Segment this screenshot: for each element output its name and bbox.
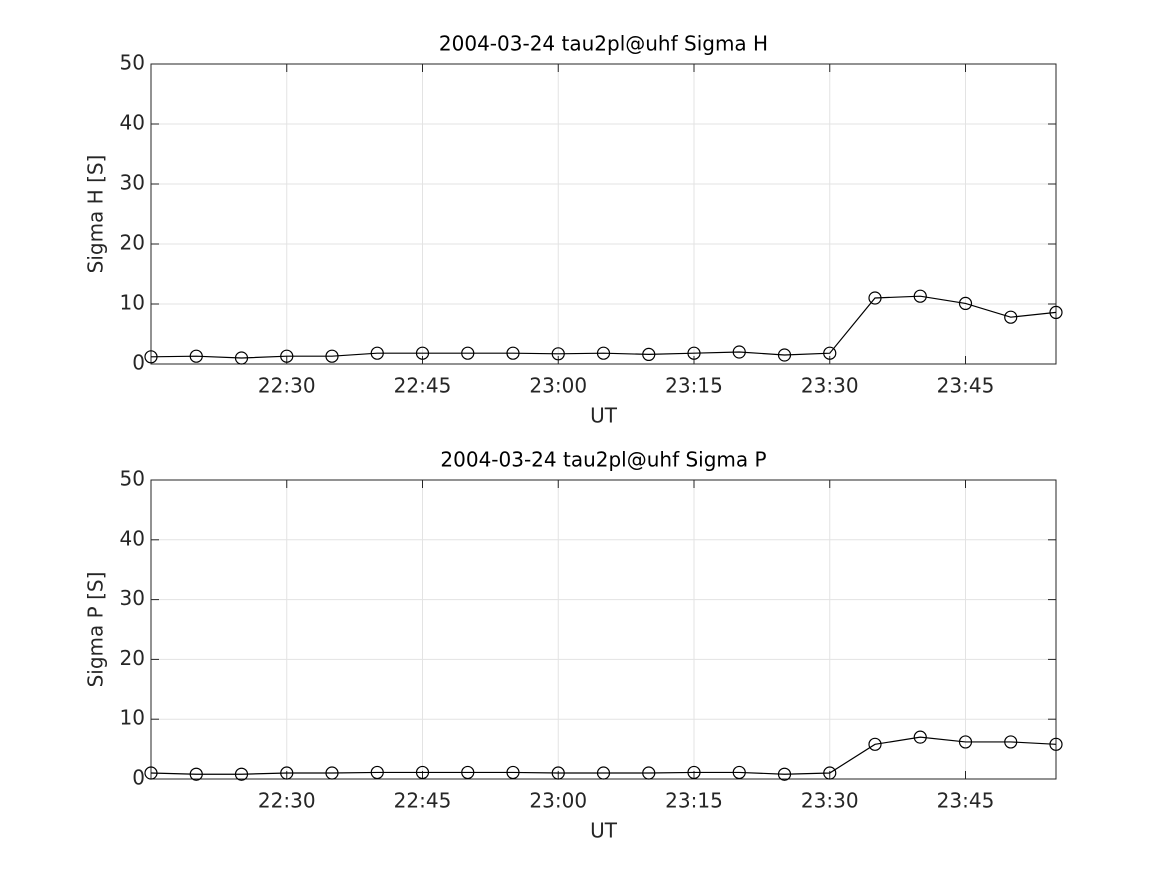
data-point [370,765,384,780]
data-point [868,291,882,305]
data-point [1049,305,1063,319]
x-tick-label: 22:45 [394,789,452,813]
data-point [913,289,927,303]
data-point [280,349,294,363]
x-tick-label: 23:00 [529,374,587,398]
data-point [461,346,475,360]
x-tick-label: 22:45 [394,374,452,398]
data-point [913,730,927,744]
y-tick-label: 20 [120,231,145,255]
data-point [461,765,475,780]
data-point [370,346,384,360]
y-tick-label: 20 [120,646,145,670]
x-tick-label: 22:30 [258,789,316,813]
data-point [1004,310,1018,324]
y-tick-label: 30 [120,171,145,195]
x-tick-label: 23:15 [665,789,723,813]
data-point [596,766,611,780]
plot-area [151,480,1056,779]
data-point [189,767,203,781]
data-point [777,348,792,362]
data-point [234,767,249,781]
data-point [325,349,339,363]
data-point [732,765,746,780]
x-axis-label: UT [590,819,618,843]
data-point [551,766,565,780]
y-axis-label: Sigma H [S] [84,155,108,274]
data-point [958,296,973,310]
y-tick-label: 30 [120,586,145,610]
data-point [1004,735,1018,749]
data-point [144,766,158,780]
data-point [868,737,882,751]
data-point [823,346,837,360]
data-point [325,766,339,780]
y-tick-label: 50 [120,467,145,491]
data-point [280,766,294,780]
y-tick-label: 0 [132,766,145,790]
y-tick-label: 10 [120,291,145,315]
data-point [777,767,792,781]
y-tick-label: 10 [120,706,145,730]
data-point [189,349,203,363]
data-point [144,350,158,364]
y-tick-label: 40 [120,111,145,135]
data-point [958,735,973,749]
data-point [415,346,430,360]
plot-area [151,64,1056,364]
axes-frame [150,63,1057,365]
y-axis-label: Sigma P [S] [84,572,108,688]
chart-title: 2004-03-24 tau2pl@uhf Sigma H [439,32,768,56]
data-point [596,346,611,360]
x-axis-label: UT [590,404,618,428]
data-point [551,347,565,361]
x-tick-label: 23:00 [529,789,587,813]
x-tick-label: 23:30 [801,789,859,813]
data-point [732,345,746,359]
x-tick-label: 23:30 [801,374,859,398]
data-point [642,766,656,780]
x-tick-label: 22:30 [258,374,316,398]
x-tick-label: 23:45 [937,789,995,813]
data-point [642,347,656,361]
data-point [823,766,837,780]
data-point [415,765,430,780]
data-point [506,765,520,780]
x-tick-label: 23:45 [937,374,995,398]
y-tick-label: 0 [132,351,145,375]
data-line [150,736,1057,775]
x-tick-label: 23:15 [665,374,723,398]
data-point [687,346,701,360]
y-tick-label: 50 [120,51,145,75]
data-point [234,351,249,365]
data-point [687,765,701,780]
data-point [506,346,520,360]
y-tick-label: 40 [120,526,145,550]
chart-title: 2004-03-24 tau2pl@uhf Sigma P [440,448,766,472]
data-point [1049,737,1063,751]
data-line [150,295,1057,359]
